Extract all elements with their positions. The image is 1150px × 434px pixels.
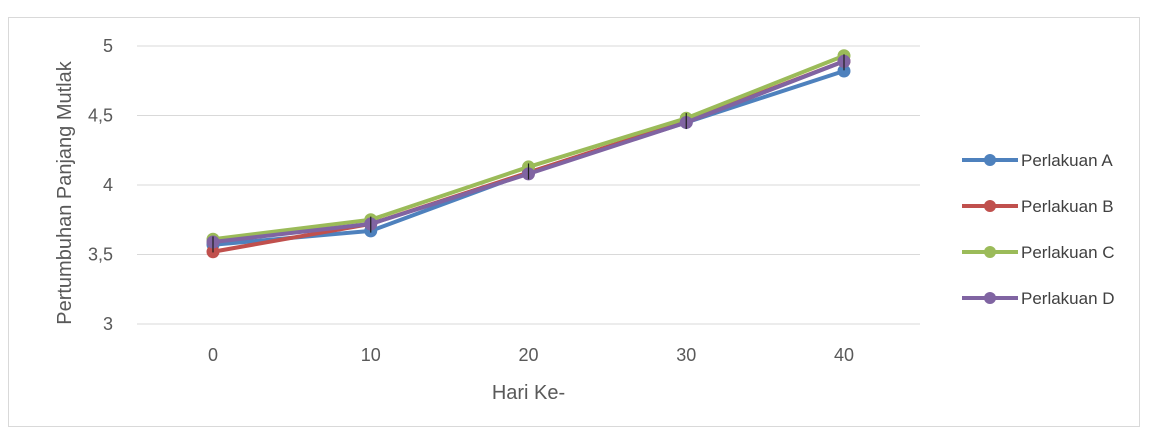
y-tick-label: 3 <box>103 314 113 334</box>
x-tick-label: 0 <box>208 345 218 365</box>
legend-item: Perlakuan B <box>962 197 1114 216</box>
x-tick-label: 20 <box>518 345 538 365</box>
legend-label: Perlakuan B <box>1021 197 1114 216</box>
y-tick-label: 4 <box>103 175 113 195</box>
x-axis-ticks: 0 10 20 30 40 <box>208 345 854 365</box>
y-tick-label: 4,5 <box>88 106 113 126</box>
legend-item: Perlakuan C <box>962 243 1115 262</box>
series-line <box>212 59 845 254</box>
x-tick-label: 10 <box>361 345 381 365</box>
gridlines <box>137 45 920 325</box>
legend-swatch-marker <box>984 154 996 166</box>
legend-swatch-marker <box>984 292 996 304</box>
x-axis-title: Hari Ke- <box>492 382 565 404</box>
y-tick-label: 3,5 <box>88 245 113 265</box>
legend-swatch-marker <box>984 200 996 212</box>
legend-item: Perlakuan D <box>962 289 1115 308</box>
series-perlakuan-d <box>206 54 851 249</box>
legend-label: Perlakuan A <box>1021 151 1113 170</box>
series-line <box>212 53 845 242</box>
legend: Perlakuan A Perlakuan B Perlakuan C Perlaku… <box>962 151 1115 308</box>
series-perlakuan-c <box>206 49 851 246</box>
legend-item: Perlakuan A <box>962 151 1113 170</box>
legend-label: Perlakuan D <box>1021 289 1115 308</box>
series-line <box>212 59 845 244</box>
chart-frame <box>8 17 1140 427</box>
x-tick-label: 40 <box>834 345 854 365</box>
y-tick-label: 5 <box>103 36 113 56</box>
series-group <box>206 49 851 259</box>
y-axis-ticks: 3 3,5 4 4,5 5 <box>88 36 113 334</box>
legend-label: Perlakuan C <box>1021 243 1115 262</box>
legend-swatch-marker <box>984 246 996 258</box>
x-tick-label: 30 <box>676 345 696 365</box>
y-axis-title: Pertumbuhan Panjang Mutlak <box>54 60 76 324</box>
